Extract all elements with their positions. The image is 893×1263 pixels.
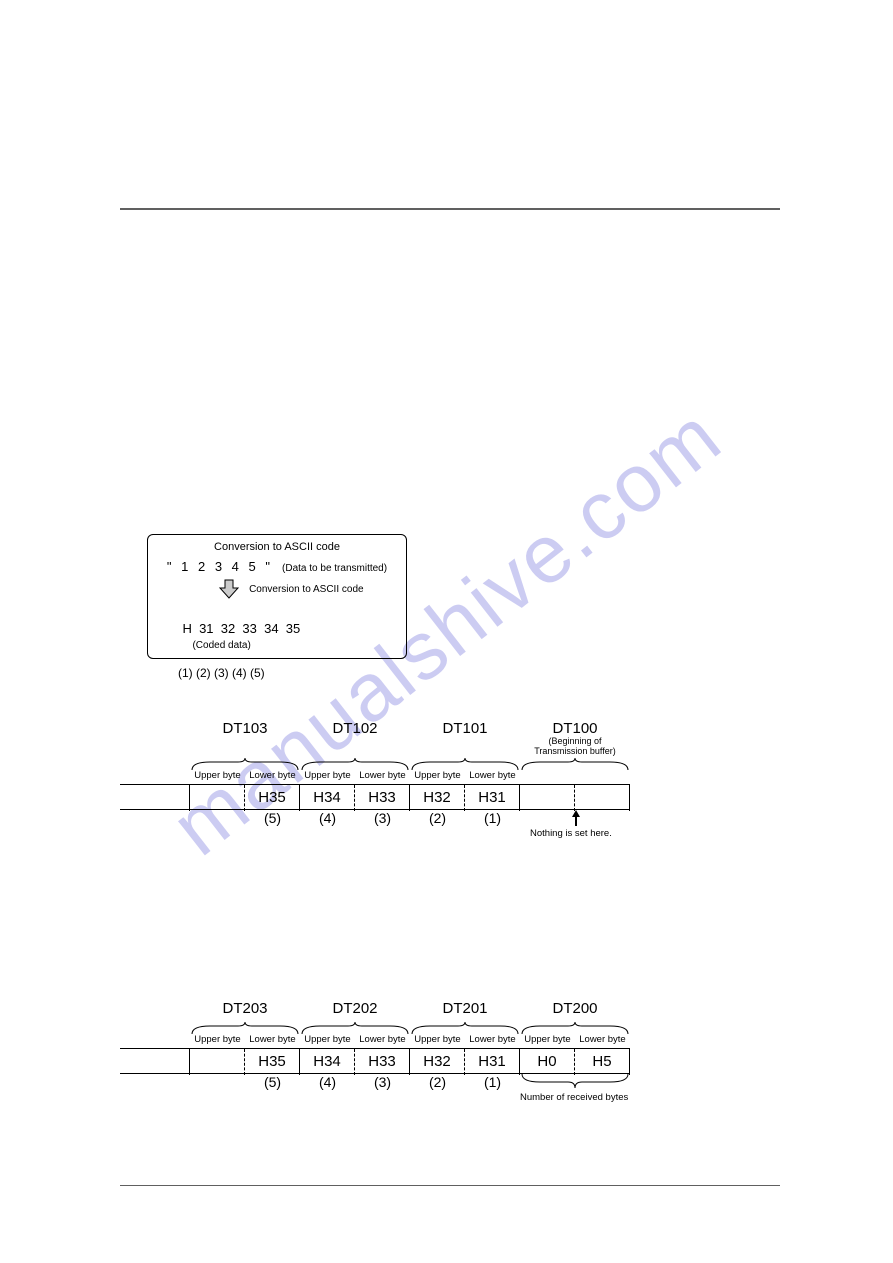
val: (2): [410, 1074, 465, 1090]
byte-label: Upper byte: [300, 770, 355, 781]
dt-label: DT100: [520, 720, 630, 737]
byte-label: Upper byte: [300, 1034, 355, 1045]
conversion-arrow-row: Conversion to ASCII code: [148, 578, 406, 600]
val: (3): [355, 1074, 410, 1090]
brace-row: [120, 1022, 630, 1034]
conversion-data: " 1 2 3 4 5 ": [167, 559, 273, 574]
dt-label-row: DT103 DT102 DT101 DT100 (Beginning ofTra…: [120, 720, 630, 742]
byte-label: Upper byte: [520, 1034, 575, 1045]
cell: H35: [245, 785, 300, 811]
cell: [190, 785, 245, 811]
tx-buffer-diagram: DT103 DT102 DT101 DT100 (Beginning ofTra…: [120, 720, 630, 828]
conversion-hex-note: (Coded data): [192, 640, 250, 651]
cell: H34: [300, 785, 355, 811]
val: (5): [245, 810, 300, 826]
brace-icon: [410, 758, 520, 770]
byte-label: Upper byte: [410, 770, 465, 781]
conversion-data-row: " 1 2 3 4 5 " (Data to be transmitted): [148, 553, 406, 574]
dt-label: DT103: [190, 720, 300, 737]
conversion-data-note: (Data to be transmitted): [282, 563, 387, 574]
byte-label-row: Upper byte Lower byte Upper byte Lower b…: [120, 770, 630, 784]
conversion-hex-row: H 31 32 33 34 35 (Coded data): [148, 606, 406, 666]
byte-label: Upper byte: [410, 1034, 465, 1045]
cell: H0: [520, 1049, 575, 1075]
dt-label: DT200: [520, 1000, 630, 1017]
val: (4): [300, 1074, 355, 1090]
cell: H32: [410, 785, 465, 811]
conversion-title: Conversion to ASCII code: [148, 541, 406, 553]
conversion-hex: H 31 32 33 34 35: [182, 621, 300, 636]
cell-strip: H35 H34 H33 H32 H31 H0 H5: [120, 1048, 630, 1074]
dt-label: DT201: [410, 1000, 520, 1017]
cell: H31: [465, 1049, 520, 1075]
dt-label-row: DT203 DT202 DT201 DT200: [120, 1000, 630, 1022]
val: (1): [465, 810, 520, 826]
cell: H35: [245, 1049, 300, 1075]
strip-lead: [120, 785, 190, 811]
val: (4): [300, 810, 355, 826]
brace-icon: [300, 1022, 410, 1034]
dt-sub-note: (Beginning ofTransmission buffer): [520, 736, 630, 756]
cell: [190, 1049, 245, 1075]
dt-label: DT101: [410, 720, 520, 737]
cell: H32: [410, 1049, 465, 1075]
bottom-rule: [120, 1185, 780, 1186]
cell: H33: [355, 1049, 410, 1075]
down-arrow-icon: [218, 578, 240, 600]
cell: H33: [355, 785, 410, 811]
val: (5): [245, 1074, 300, 1090]
byte-label: Lower byte: [245, 770, 300, 781]
under-brace-icon: [520, 1074, 630, 1093]
byte-label-row: Upper byte Lower byte Upper byte Lower b…: [120, 1034, 630, 1048]
end-note: Number of received bytes: [520, 1092, 628, 1103]
brace-icon: [410, 1022, 520, 1034]
conversion-paren: (1) (2) (3) (4) (5): [148, 666, 406, 680]
val: (3): [355, 810, 410, 826]
dt-label: DT203: [190, 1000, 300, 1017]
cell: H34: [300, 1049, 355, 1075]
byte-label: Lower byte: [575, 1034, 630, 1045]
byte-label: Lower byte: [465, 770, 520, 781]
byte-label: Lower byte: [465, 1034, 520, 1045]
cell: [520, 785, 575, 811]
byte-label: Upper byte: [190, 1034, 245, 1045]
byte-label: Lower byte: [245, 1034, 300, 1045]
rx-buffer-diagram: DT203 DT202 DT201 DT200 Upper byte Lower…: [120, 1000, 630, 1092]
cell: [575, 785, 630, 811]
byte-label: Upper byte: [190, 770, 245, 781]
val: (1): [465, 1074, 520, 1090]
strip-lead: [120, 1049, 190, 1075]
val: (2): [410, 810, 465, 826]
val-row: (5) (4) (3) (2) (1) Number of received b…: [120, 1074, 630, 1092]
cell: H5: [575, 1049, 630, 1075]
top-rule: [120, 208, 780, 210]
conversion-subtitle: Conversion to ASCII code: [249, 584, 364, 595]
end-note: Nothing is set here.: [530, 828, 612, 839]
byte-label: Lower byte: [355, 1034, 410, 1045]
cell: H31: [465, 785, 520, 811]
brace-icon: [190, 1022, 300, 1034]
brace-icon: [300, 758, 410, 770]
brace-icon: [520, 758, 630, 770]
dt-label: DT102: [300, 720, 410, 737]
brace-icon: [520, 1022, 630, 1034]
brace-row: [120, 758, 630, 770]
brace-icon: [190, 758, 300, 770]
val-row: (5) (4) (3) (2) (1) Nothing is set here.: [120, 810, 630, 828]
conversion-box: Conversion to ASCII code " 1 2 3 4 5 " (…: [147, 534, 407, 659]
dt-label: DT202: [300, 1000, 410, 1017]
cell-strip: H35 H34 H33 H32 H31: [120, 784, 630, 810]
byte-label: Lower byte: [355, 770, 410, 781]
